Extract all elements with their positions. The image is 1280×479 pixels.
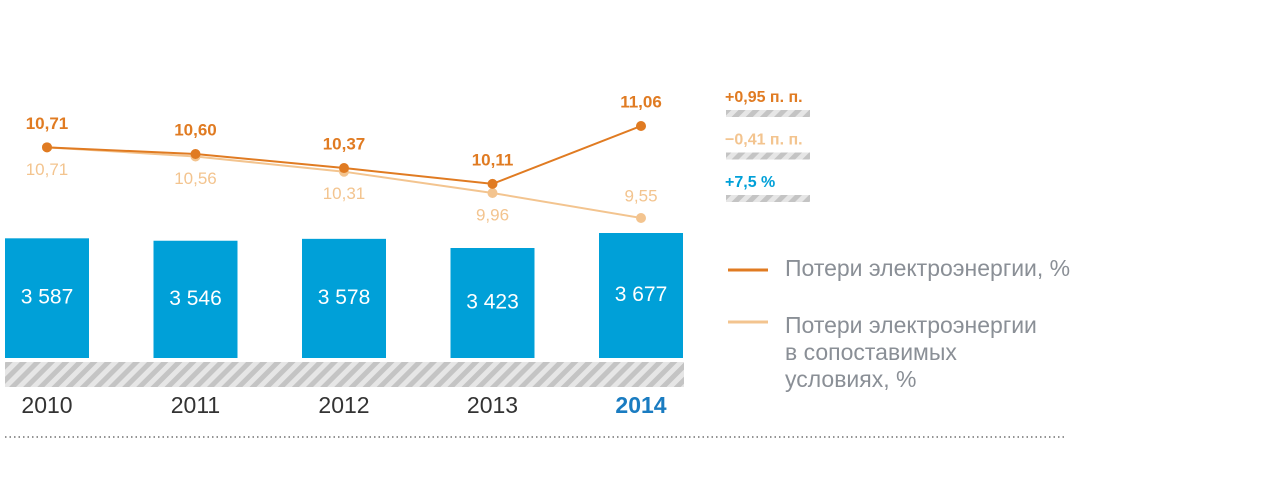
legend-label: Потери электроэнергии в сопоставимых усл… xyxy=(785,312,1037,392)
bar xyxy=(153,240,238,358)
point xyxy=(487,188,498,199)
bar xyxy=(5,238,89,358)
annotation-hatch xyxy=(726,152,810,160)
data-label: 10,11 xyxy=(472,150,514,169)
bar-label: 3 546 xyxy=(169,287,222,310)
bar xyxy=(450,248,535,358)
annotation: +0,95 п. п. xyxy=(725,89,803,106)
bar-label: 3 578 xyxy=(318,286,371,309)
annotation: −0,41 п. п. xyxy=(725,132,803,149)
x-tick-label: 2011 xyxy=(171,392,220,418)
bar xyxy=(302,238,386,358)
point xyxy=(636,213,646,223)
data-label: 11,06 xyxy=(620,92,662,111)
annotation: +7,5 % xyxy=(725,174,775,191)
point xyxy=(190,149,201,160)
point xyxy=(636,121,646,131)
baseline-band xyxy=(5,362,684,387)
bar-label: 3 677 xyxy=(615,283,668,306)
data-label: 10,31 xyxy=(323,184,366,203)
data-label: 10,37 xyxy=(323,135,366,154)
point xyxy=(42,142,52,153)
bar-label: 3 587 xyxy=(21,286,74,309)
x-tick-label: 2013 xyxy=(467,392,518,418)
data-label: 9,55 xyxy=(624,186,657,205)
annotation-hatch xyxy=(726,195,810,202)
data-label: 10,56 xyxy=(174,169,217,188)
point xyxy=(339,163,349,174)
data-label: 10,71 xyxy=(26,114,69,133)
data-label: 9,96 xyxy=(476,206,509,225)
legend-label: Потери электроэнергии, % xyxy=(785,255,1070,281)
x-tick-label: 2014 xyxy=(615,392,666,418)
bar xyxy=(599,233,683,358)
line xyxy=(46,146,642,219)
point xyxy=(487,178,498,189)
data-label: 10,71 xyxy=(26,160,69,179)
x-tick-label: 2012 xyxy=(318,392,369,418)
x-tick-label: 2010 xyxy=(21,392,72,418)
annotation-hatch xyxy=(726,110,810,117)
data-label: 10,60 xyxy=(174,121,217,140)
bar-label: 3 423 xyxy=(466,291,519,314)
